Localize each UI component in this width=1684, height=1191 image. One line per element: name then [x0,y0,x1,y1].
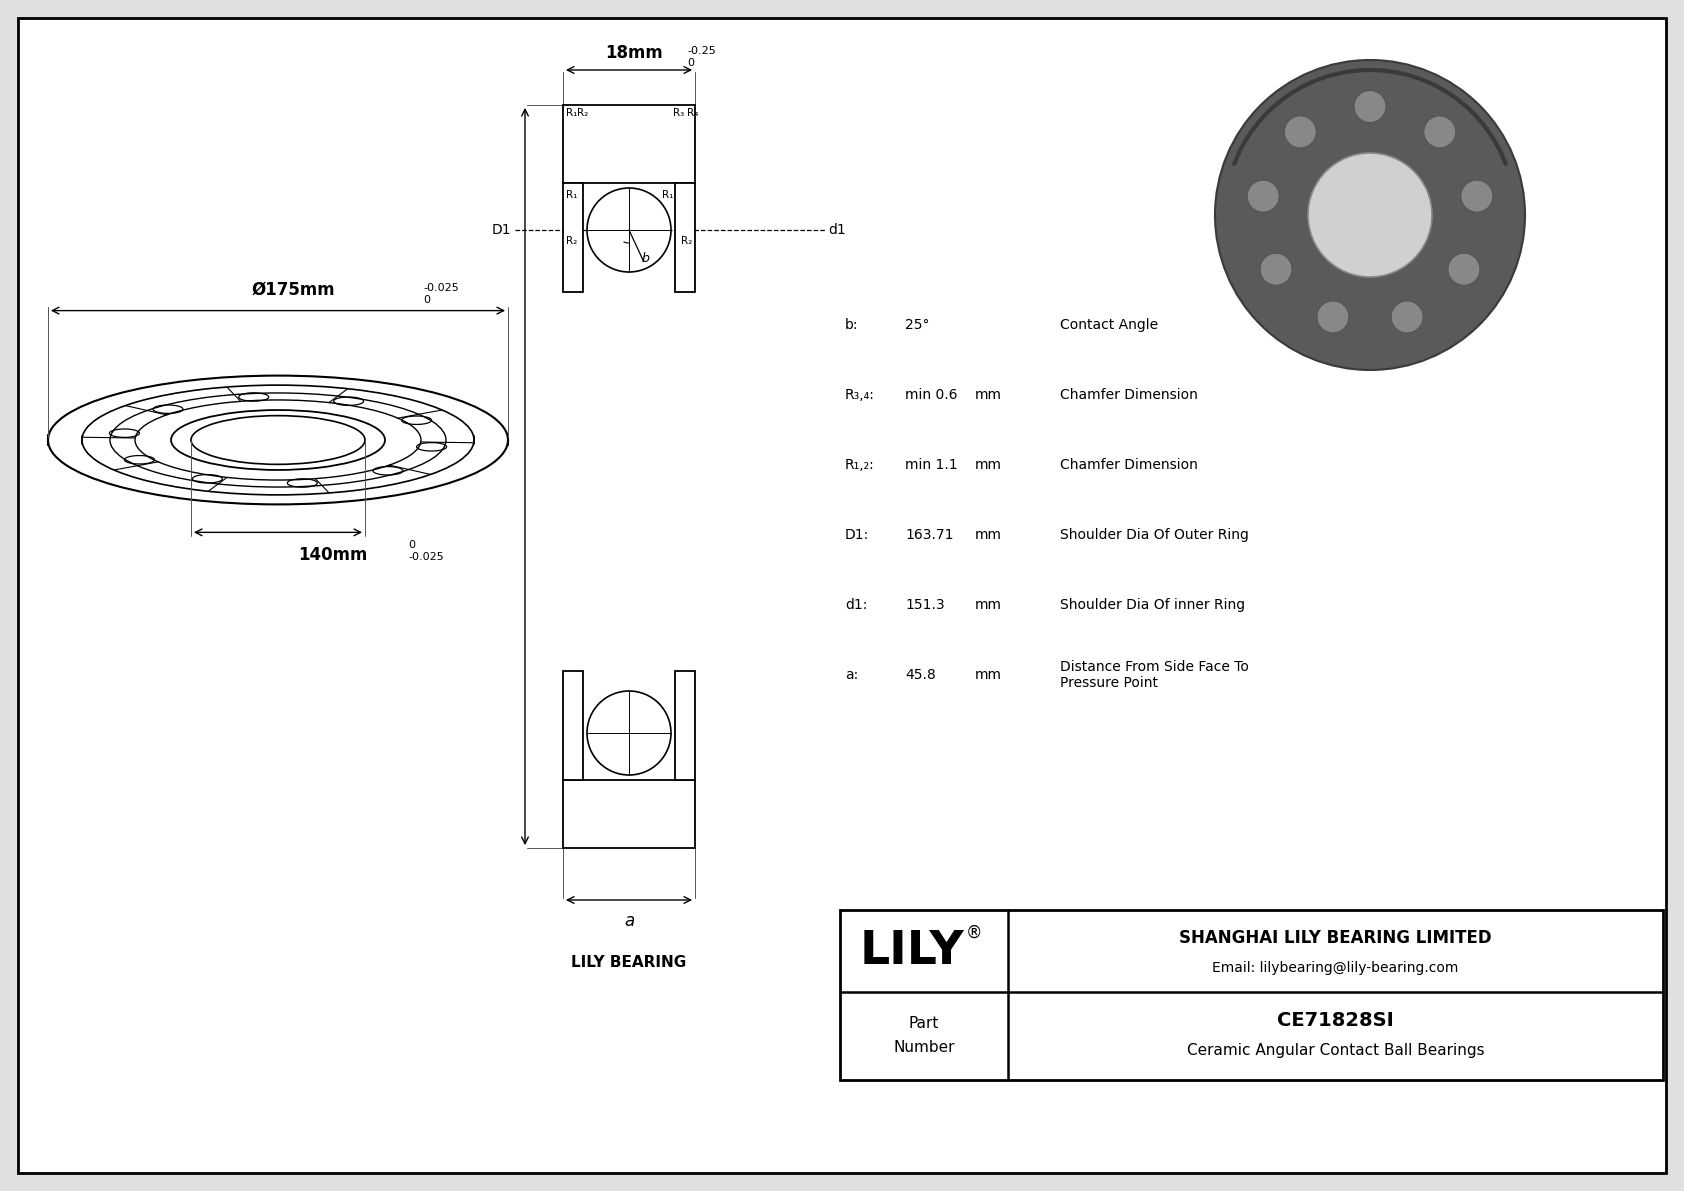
Text: 163.71: 163.71 [904,528,953,542]
Text: R₂: R₂ [566,236,578,247]
Text: a:: a: [845,668,859,682]
Text: R₁: R₁ [566,191,578,200]
Text: min 0.6: min 0.6 [904,388,958,403]
Text: mm: mm [975,388,1002,403]
Text: R₁: R₁ [662,191,674,200]
Text: LILY: LILY [861,929,965,973]
Text: -0.25: -0.25 [687,46,716,56]
Bar [562,183,583,292]
Circle shape [1391,301,1423,333]
Text: 151.3: 151.3 [904,598,945,612]
Text: ®: ® [965,924,982,942]
Text: R₁: R₁ [566,108,578,118]
Text: Ø175mm: Ø175mm [251,281,335,299]
Text: LILY BEARING: LILY BEARING [571,955,687,969]
Circle shape [588,188,670,272]
Text: -0.025: -0.025 [408,553,445,562]
Circle shape [1214,60,1526,370]
Text: mm: mm [975,598,1002,612]
Text: 25°: 25° [904,318,930,332]
Bar [675,671,695,780]
Text: R₃,₄:: R₃,₄: [845,388,876,403]
Text: 45.8: 45.8 [904,668,936,682]
Bar [562,780,695,848]
Text: Number: Number [893,1041,955,1055]
Text: R₁,₂:: R₁,₂: [845,459,874,472]
Text: Email: lilybearing@lily-bearing.com: Email: lilybearing@lily-bearing.com [1212,961,1458,975]
Circle shape [588,691,670,775]
Circle shape [1248,180,1280,212]
Text: Ceramic Angular Contact Ball Bearings: Ceramic Angular Contact Ball Bearings [1187,1042,1484,1058]
Bar [562,105,695,183]
Text: 0: 0 [423,294,429,305]
Text: Distance From Side Face To
Pressure Point: Distance From Side Face To Pressure Poin… [1059,660,1250,690]
Text: SHANGHAI LILY BEARING LIMITED: SHANGHAI LILY BEARING LIMITED [1179,929,1492,947]
Circle shape [1260,254,1292,286]
Circle shape [1308,152,1431,278]
Text: R₂: R₂ [680,236,692,247]
Bar [562,671,583,780]
Circle shape [1423,116,1455,148]
Text: R₃: R₃ [674,108,684,118]
Text: mm: mm [975,528,1002,542]
Text: a: a [623,912,635,930]
Text: Part: Part [909,1016,940,1031]
Text: d1:: d1: [845,598,867,612]
Text: Chamfer Dimension: Chamfer Dimension [1059,388,1197,403]
Text: d1: d1 [829,223,845,237]
Text: -0.025: -0.025 [423,282,458,293]
Text: mm: mm [975,668,1002,682]
Circle shape [1354,91,1386,123]
Circle shape [1460,180,1492,212]
Circle shape [1448,254,1480,286]
Text: 0: 0 [408,541,414,550]
Text: Contact Angle: Contact Angle [1059,318,1159,332]
Bar [675,183,695,292]
Text: b:: b: [845,318,859,332]
Text: min 1.1: min 1.1 [904,459,958,472]
Text: R₄: R₄ [687,108,699,118]
Text: b: b [642,252,650,266]
Text: 140mm: 140mm [298,547,367,565]
Text: mm: mm [975,459,1002,472]
Text: Chamfer Dimension: Chamfer Dimension [1059,459,1197,472]
Text: R₂: R₂ [578,108,588,118]
Text: 18mm: 18mm [605,44,663,62]
Circle shape [1285,116,1317,148]
Text: D1: D1 [492,223,510,237]
Text: 0: 0 [687,58,694,68]
Text: D1:: D1: [845,528,869,542]
Bar [840,910,1664,1080]
Circle shape [1317,301,1349,333]
Text: Shoulder Dia Of inner Ring: Shoulder Dia Of inner Ring [1059,598,1244,612]
Text: Shoulder Dia Of Outer Ring: Shoulder Dia Of Outer Ring [1059,528,1250,542]
Text: CE71828SI: CE71828SI [1276,1010,1394,1029]
